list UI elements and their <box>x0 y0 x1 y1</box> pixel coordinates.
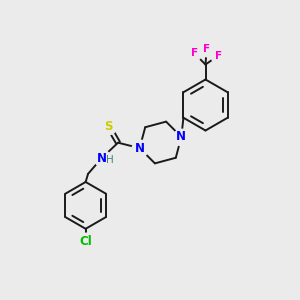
Text: F: F <box>215 51 222 61</box>
Text: N: N <box>135 142 145 154</box>
Text: Cl: Cl <box>79 235 92 248</box>
Text: S: S <box>104 120 113 133</box>
Text: F: F <box>190 48 198 58</box>
Text: F: F <box>203 44 211 54</box>
Text: H: H <box>106 155 114 165</box>
Text: N: N <box>176 130 186 143</box>
Text: N: N <box>97 152 106 165</box>
